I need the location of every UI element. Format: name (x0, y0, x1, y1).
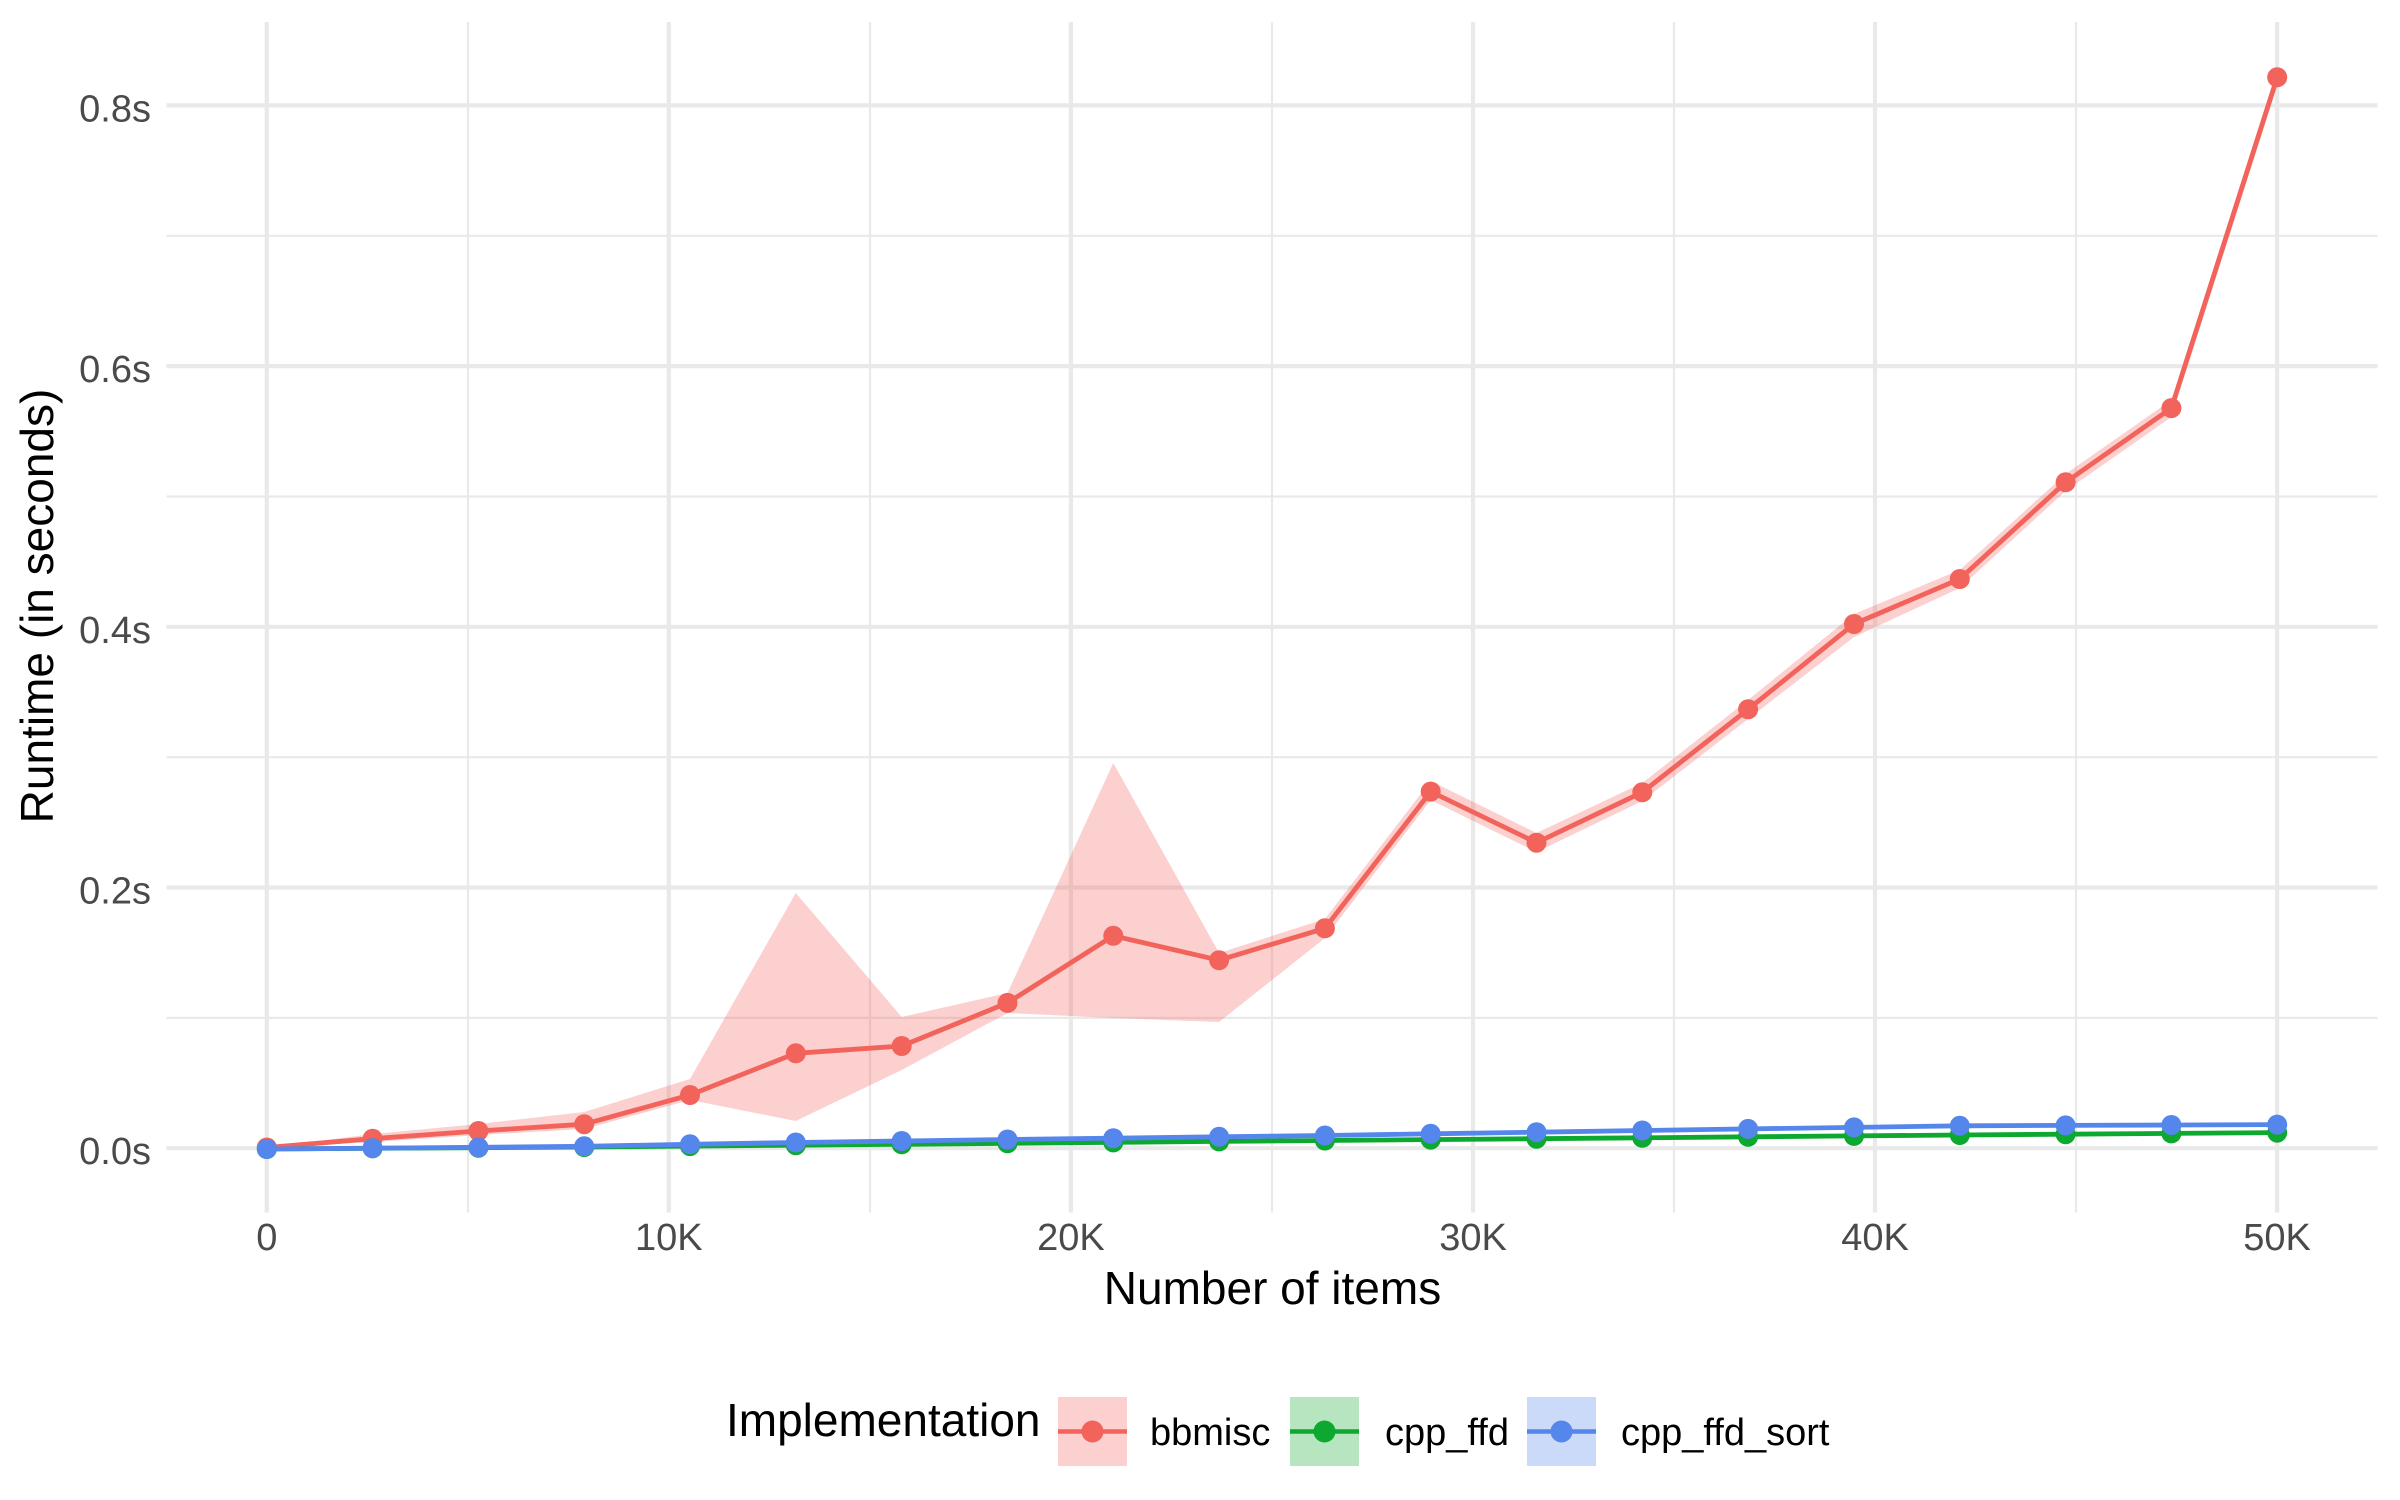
svg-text:cpp_ffd_sort: cpp_ffd_sort (1621, 1412, 1830, 1454)
svg-text:40K: 40K (1841, 1217, 1909, 1259)
svg-text:Runtime (in seconds): Runtime (in seconds) (11, 389, 63, 824)
svg-text:cpp_ffd: cpp_ffd (1385, 1412, 1509, 1454)
svg-text:Implementation: Implementation (726, 1394, 1041, 1446)
svg-text:0: 0 (256, 1217, 277, 1259)
svg-text:bbmisc: bbmisc (1150, 1412, 1270, 1454)
svg-text:50K: 50K (2243, 1217, 2311, 1259)
svg-text:10K: 10K (635, 1217, 703, 1259)
svg-text:0.6s: 0.6s (79, 349, 151, 391)
svg-text:0.0s: 0.0s (79, 1131, 151, 1173)
svg-text:0.8s: 0.8s (79, 88, 151, 130)
svg-text:30K: 30K (1439, 1217, 1507, 1259)
svg-text:0.2s: 0.2s (79, 871, 151, 913)
svg-text:0.4s: 0.4s (79, 610, 151, 652)
svg-text:Number of items: Number of items (1104, 1262, 1441, 1314)
svg-text:20K: 20K (1037, 1217, 1105, 1259)
